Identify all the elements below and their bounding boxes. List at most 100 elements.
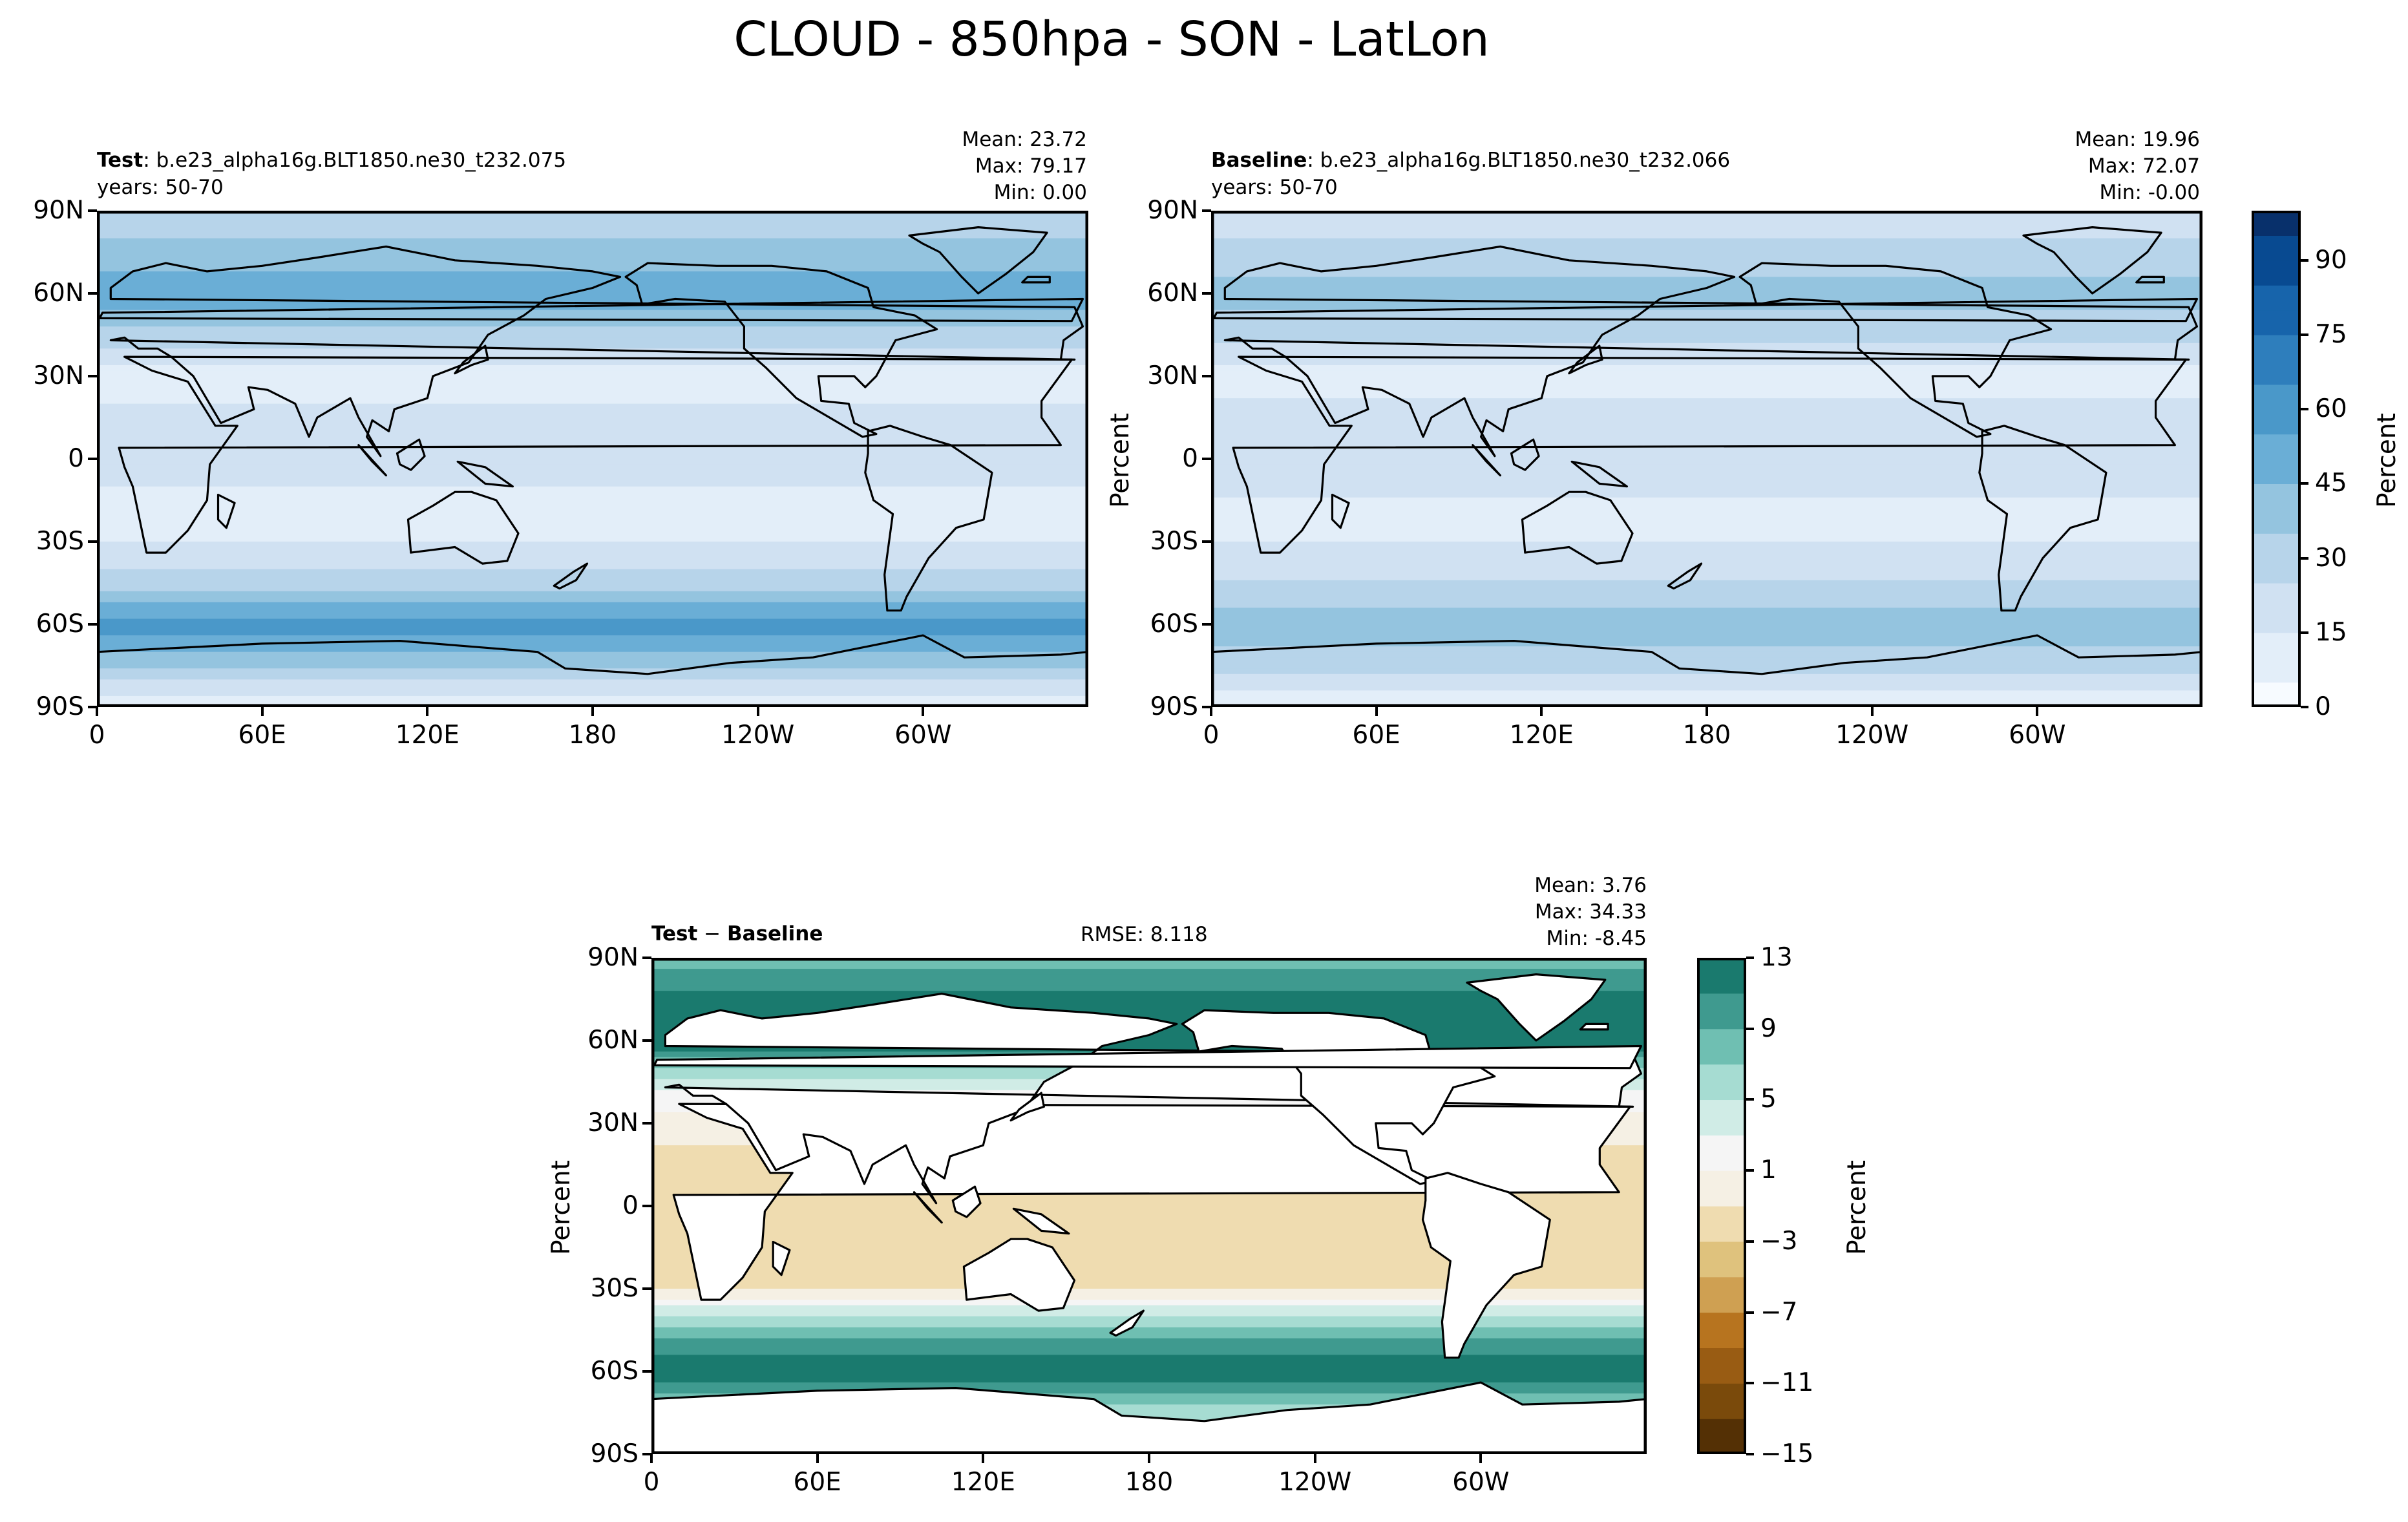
lat-tick-label: 30N	[587, 1108, 639, 1137]
diff-colorbar-tick-mark	[1746, 1027, 1754, 1030]
top-colorbar-tick-label: 90	[2315, 245, 2347, 275]
top-colorbar	[2252, 211, 2301, 707]
lon-tick-label: 120W	[1835, 721, 1909, 750]
lat-tick-label: 90N	[33, 196, 84, 225]
lon-tick-label: 0	[643, 1468, 660, 1497]
diff-colorbar-tick-label: 13	[1760, 943, 1793, 972]
lon-tick-label: 60W	[894, 721, 952, 750]
lon-tick-label: 60E	[793, 1468, 841, 1497]
lat-tick-mark	[642, 1205, 651, 1207]
lat-tick-mark	[88, 540, 97, 543]
lat-tick-mark	[1202, 292, 1211, 295]
lon-tick-label: 60W	[2009, 721, 2066, 750]
lat-tick-label: 60N	[1147, 279, 1198, 308]
lat-tick-mark	[642, 1039, 651, 1042]
lat-tick-mark	[642, 957, 651, 959]
lat-tick-mark	[88, 458, 97, 460]
lat-tick-mark	[1202, 540, 1211, 543]
lat-tick-label: 90S	[36, 692, 84, 721]
test-stats: Mean: 23.72 Max: 79.17 Min: 0.00	[962, 127, 1087, 206]
lat-tick-label: 30S	[1150, 527, 1198, 556]
top-colorbar-tick-mark	[2301, 482, 2308, 485]
lon-tick-mark	[591, 707, 594, 716]
lon-tick-label: 60E	[1352, 721, 1400, 750]
top-colorbar-tick-label: 75	[2315, 320, 2347, 349]
test-label-bold: Test	[97, 149, 143, 172]
baseline-map	[1211, 211, 2202, 707]
lat-tick-label: 60S	[36, 609, 84, 639]
top-colorbar-tick-label: 45	[2315, 469, 2347, 498]
lat-tick-mark	[1202, 623, 1211, 626]
lon-tick-mark	[1706, 707, 1708, 716]
baseline-label-bold: Baseline	[1211, 149, 1307, 172]
diff-colorbar-tick-label: 9	[1760, 1013, 1777, 1043]
lat-tick-label: 60N	[587, 1026, 639, 1055]
lat-tick-mark	[1202, 375, 1211, 377]
diff-max: Max: 34.33	[1534, 900, 1647, 924]
lat-tick-mark	[1202, 706, 1211, 708]
diff-colorbar-tick-mark	[1746, 1311, 1754, 1314]
diff-colorbar-tick-mark	[1746, 1240, 1754, 1243]
lon-tick-label: 120E	[395, 721, 459, 750]
top-colorbar-label: Percent	[2372, 413, 2402, 508]
lat-tick-label: 90S	[1150, 692, 1198, 721]
lon-tick-mark	[922, 707, 925, 716]
diff-stats: Mean: 3.76 Max: 34.33 Min: -8.45	[1534, 872, 1647, 952]
lat-tick-label: 90N	[1147, 196, 1198, 225]
top-colorbar-tick-label: 15	[2315, 617, 2347, 647]
lat-tick-mark	[88, 292, 97, 295]
test-mean: Mean: 23.72	[962, 128, 1087, 151]
test-map	[97, 211, 1088, 707]
lat-tick-mark	[642, 1453, 651, 1455]
lat-tick-mark	[88, 706, 97, 708]
diff-colorbar-tick-mark	[1746, 1098, 1754, 1101]
diff-label-minus: −	[697, 922, 728, 946]
figure-title: CLOUD - 850hpa - SON - LatLon	[734, 12, 1490, 67]
lon-tick-label: 120W	[721, 721, 795, 750]
lon-tick-label: 60E	[238, 721, 286, 750]
test-max: Max: 79.17	[975, 154, 1087, 178]
diff-colorbar-tick-label: 5	[1760, 1084, 1777, 1114]
lon-tick-label: 0	[1203, 721, 1220, 750]
lon-tick-mark	[1375, 707, 1378, 716]
lon-tick-label: 120E	[951, 1468, 1015, 1497]
lat-tick-label: 60N	[33, 279, 84, 308]
lat-tick-label: 90S	[590, 1439, 639, 1468]
baseline-stats: Mean: 19.96 Max: 72.07 Min: -0.00	[2075, 127, 2200, 206]
test-panel-label: Test: b.e23_alpha16g.BLT1850.ne30_t232.0…	[97, 147, 566, 173]
lon-tick-mark	[1313, 1454, 1316, 1463]
lat-tick-label: 0	[1182, 444, 1198, 473]
lon-tick-mark	[756, 707, 759, 716]
baseline-years: years: 50-70	[1211, 176, 1338, 199]
lon-tick-mark	[260, 707, 264, 716]
baseline-panel-label: Baseline: b.e23_alpha16g.BLT1850.ne30_t2…	[1211, 147, 1730, 173]
top-colorbar-tick-mark	[2301, 631, 2308, 634]
top-colorbar-tick-mark	[2301, 556, 2308, 560]
diff-colorbar-tick-mark	[1746, 1169, 1754, 1172]
lon-tick-mark	[650, 1454, 653, 1463]
lon-tick-mark	[1479, 1454, 1483, 1463]
lon-tick-label: 0	[89, 721, 105, 750]
diff-min: Min: -8.45	[1546, 927, 1647, 950]
baseline-max: Max: 72.07	[2087, 154, 2200, 178]
lat-tick-label: 30S	[36, 527, 84, 556]
lat-tick-mark	[642, 1370, 651, 1373]
diff-label-test: Test	[651, 922, 698, 946]
diff-colorbar-tick-label: −3	[1760, 1226, 1798, 1256]
lat-tick-label: 30N	[33, 361, 84, 390]
lat-tick-label: 30S	[590, 1274, 639, 1303]
lon-tick-mark	[1540, 707, 1543, 716]
diff-mean: Mean: 3.76	[1534, 874, 1647, 897]
baseline-min: Min: -0.00	[2099, 181, 2200, 204]
lon-tick-label: 120E	[1509, 721, 1574, 750]
lon-tick-label: 180	[1125, 1468, 1174, 1497]
lat-tick-mark	[642, 1287, 651, 1290]
diff-label-baseline: Baseline	[727, 922, 823, 946]
lon-tick-label: 180	[568, 721, 617, 750]
lon-tick-label: 60W	[1452, 1468, 1510, 1497]
lon-tick-mark	[2036, 707, 2039, 716]
lat-tick-label: 0	[622, 1191, 639, 1220]
baseline-label-case: : b.e23_alpha16g.BLT1850.ne30_t232.066	[1307, 149, 1731, 172]
diff-rmse: RMSE: 8.118	[1081, 923, 1208, 946]
diff-panel-label: Test − Baseline	[651, 921, 823, 947]
